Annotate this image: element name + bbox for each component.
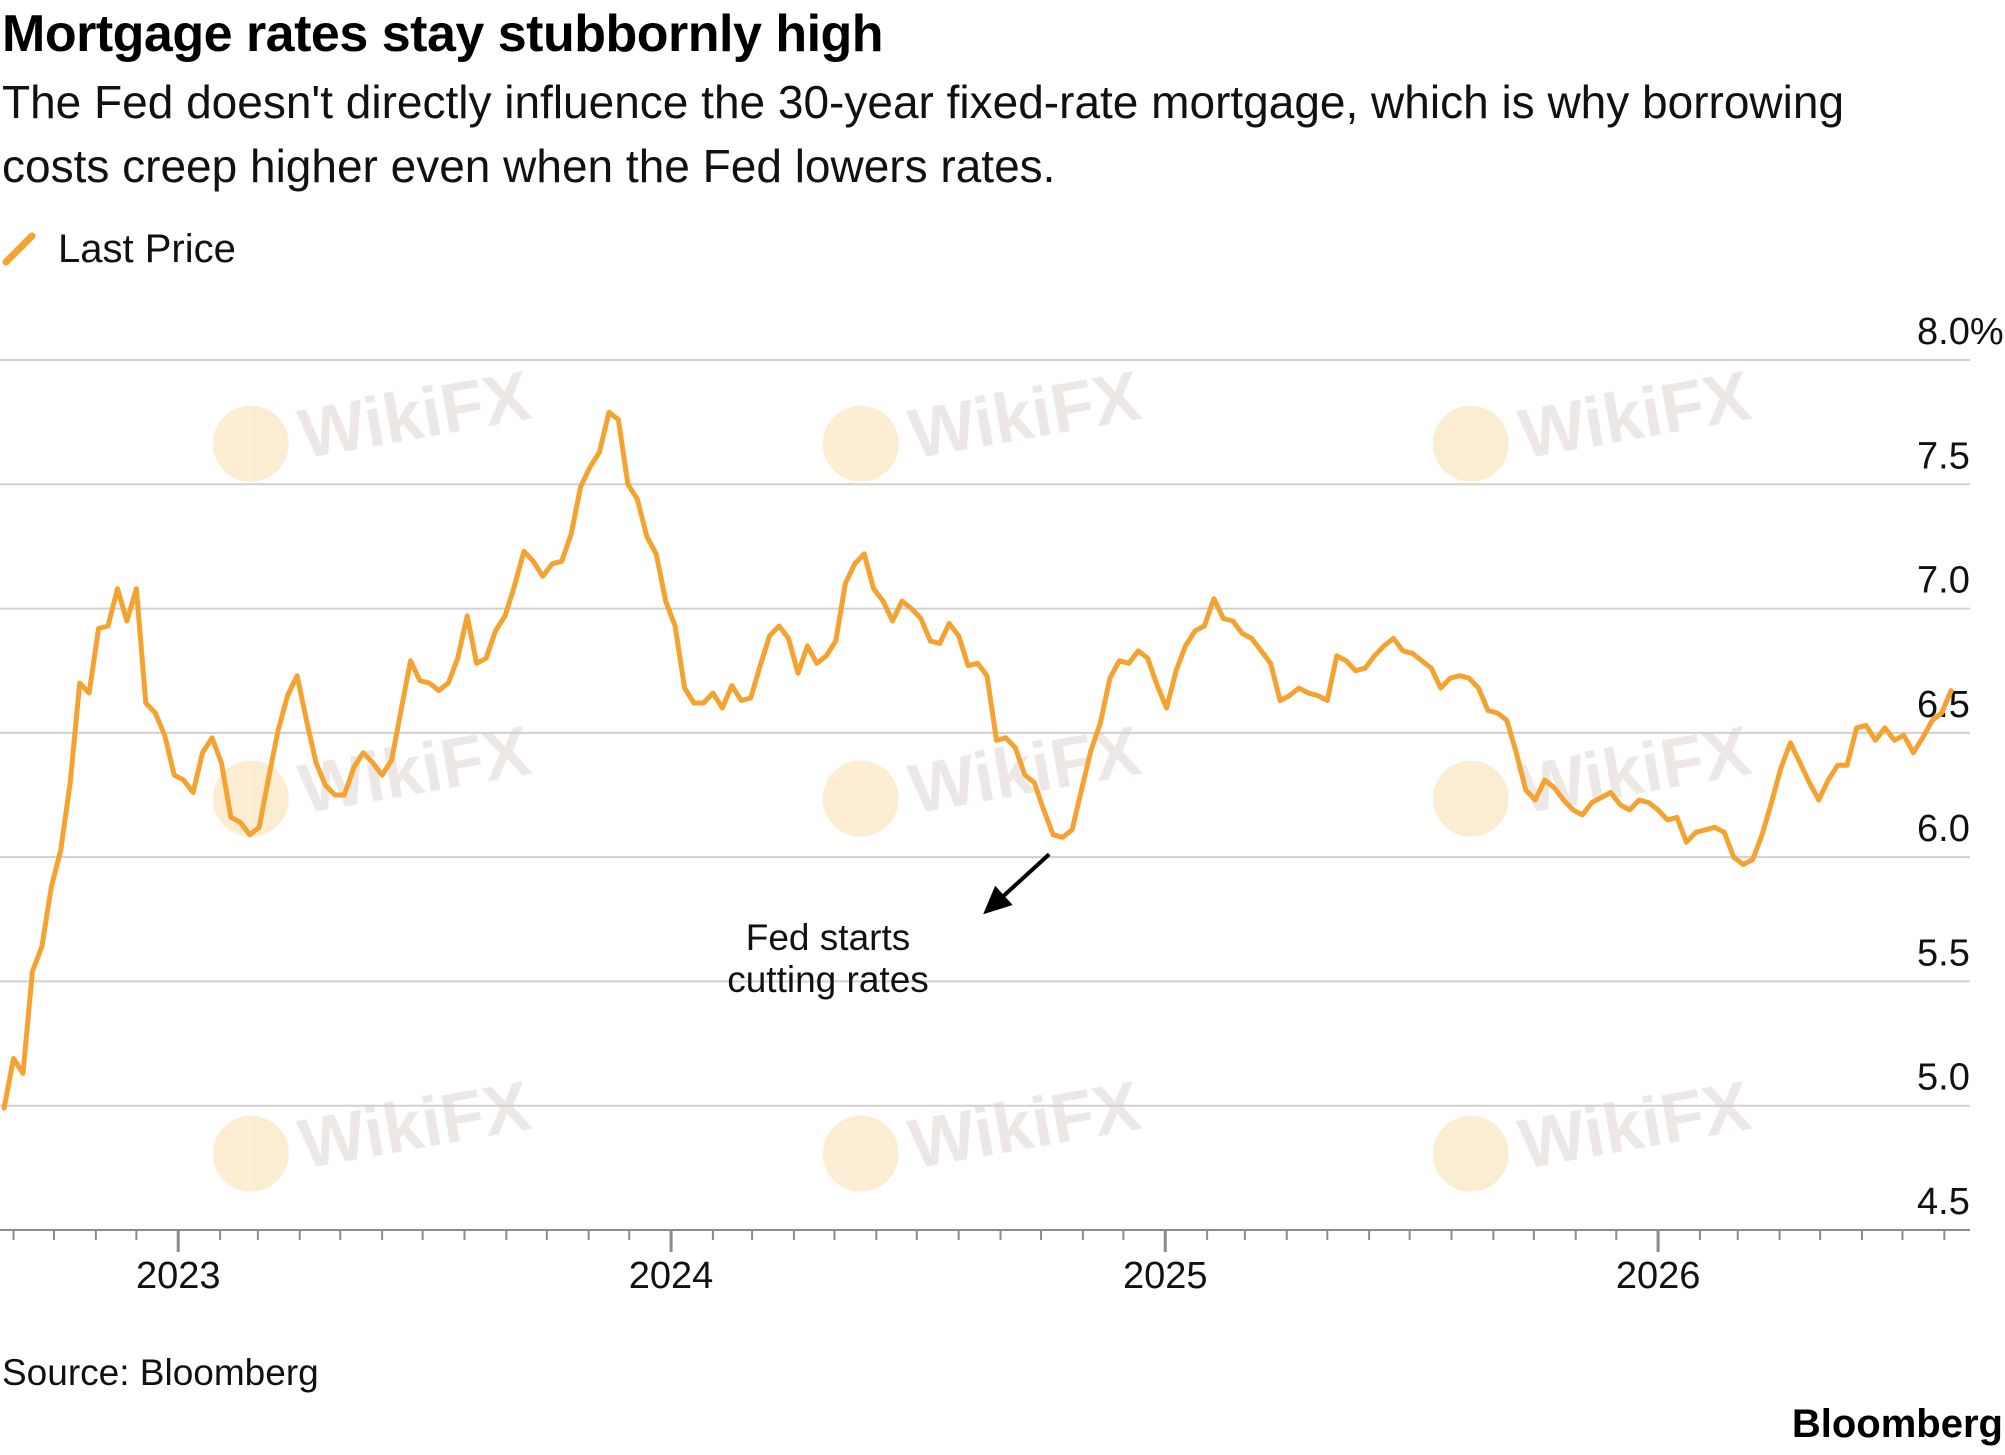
x-axis: 2023 2024 2025 2026	[0, 1229, 1970, 1297]
watermark-logo: WikiFX	[212, 356, 536, 482]
watermark-icon	[1432, 1115, 1509, 1192]
watermark-logo: WikiFX	[1432, 711, 1756, 837]
watermark-logo: WikiFX	[822, 1066, 1146, 1192]
watermark-icon	[822, 1115, 899, 1192]
watermark-logo: WikiFX	[822, 356, 1146, 482]
x-tick-label: 2023	[136, 1255, 221, 1297]
chart-title: Mortgage rates stay stubbornly high	[2, 5, 884, 63]
watermark-logo: WikiFX	[212, 1066, 536, 1192]
watermark-icon	[1432, 405, 1509, 482]
annotation-text: cutting rates	[727, 959, 929, 1000]
watermark-text: WikiFX	[903, 1066, 1146, 1183]
line-chart: WikiFX WikiFX WikiFX WikiFX WikiFX WikiFX Wiki…	[0, 311, 2004, 1297]
y-axis-labels: 8.0%7.57.06.56.05.55.04.5	[1917, 311, 2004, 1223]
annotation-arrowhead-icon	[983, 885, 1013, 915]
watermark-logo: WikiFX	[1432, 356, 1756, 482]
series-line-last-price	[1, 409, 1954, 1111]
watermark-icon	[212, 405, 289, 482]
watermark-icon	[1432, 760, 1509, 837]
watermark-text: WikiFX	[1513, 356, 1756, 473]
source-note: Source: Bloomberg	[2, 1352, 319, 1393]
y-tick-label: 7.5	[1917, 435, 1970, 477]
y-tick-label: 8.0%	[1917, 311, 2004, 353]
legend: Last Price	[2, 225, 236, 273]
chart-subtitle: The Fed doesn't directly influence the 3…	[2, 76, 1845, 192]
x-tick-label: 2024	[629, 1255, 714, 1297]
watermark-logo: WikiFX	[1432, 1066, 1756, 1192]
watermark-logo: WikiFX	[212, 711, 536, 837]
y-tick-label: 6.0	[1917, 808, 1970, 850]
annotation-text: Fed starts	[746, 917, 911, 958]
legend-label: Last Price	[58, 226, 236, 271]
x-tick-label: 2026	[1616, 1255, 1701, 1297]
y-tick-label: 7.0	[1917, 560, 1970, 602]
series-layer	[1, 409, 1954, 1111]
watermark-text: WikiFX	[293, 711, 536, 828]
watermark-text: WikiFX	[1513, 1066, 1756, 1183]
y-tick-label: 5.0	[1917, 1057, 1970, 1099]
watermark-text: WikiFX	[1513, 711, 1756, 828]
y-tick-label: 5.5	[1917, 932, 1970, 974]
watermark-text: WikiFX	[293, 1066, 536, 1183]
grid-lines	[0, 359, 1970, 1107]
watermark-text: WikiFX	[293, 356, 536, 473]
y-tick-label: 4.5	[1917, 1181, 1970, 1223]
brand-logo: Bloomberg	[1791, 1402, 2003, 1446]
watermark-text: WikiFX	[903, 356, 1146, 473]
watermark-icon	[212, 1115, 289, 1192]
legend-swatch-icon	[2, 232, 36, 266]
watermark-icon	[822, 405, 899, 482]
watermark-icon	[822, 760, 899, 837]
x-tick-label: 2025	[1123, 1255, 1208, 1297]
